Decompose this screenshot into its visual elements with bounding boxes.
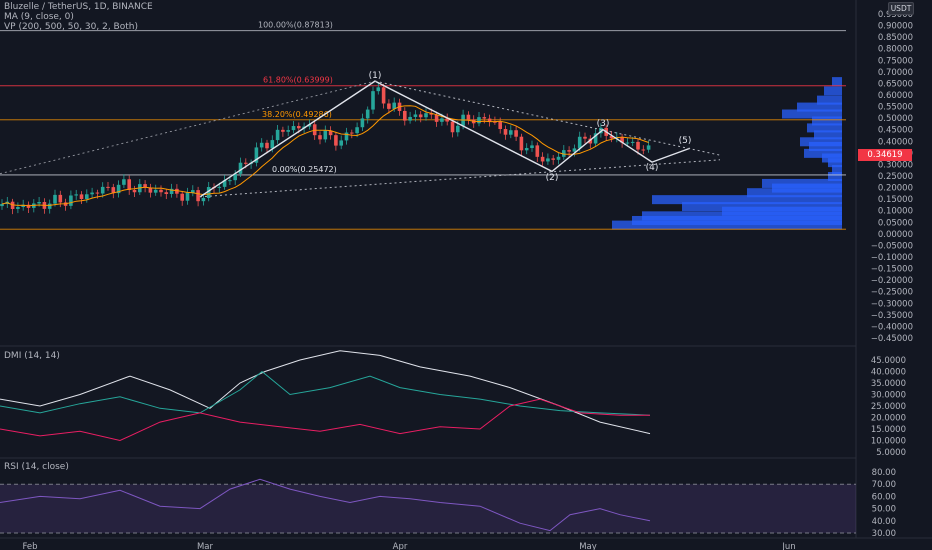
wave-label: (5) — [679, 136, 692, 146]
fib-label: 61.80%(0.63999) — [263, 76, 333, 85]
rsi-tick: 70.00 — [872, 480, 896, 490]
price-tick: 0.55000 — [878, 103, 913, 113]
price-tick: 0.10000 — [878, 207, 913, 217]
price-tick: −0.40000 — [871, 322, 913, 332]
price-tick: 0.60000 — [878, 91, 913, 101]
price-tick: 0.75000 — [878, 56, 913, 66]
dmi-tick: 40.0000 — [871, 368, 906, 378]
price-tick: −0.05000 — [871, 241, 913, 251]
wave-label: (3) — [597, 119, 610, 129]
rsi-tick: 60.00 — [872, 492, 896, 502]
price-tick: 0.85000 — [878, 33, 913, 43]
volume-profile — [612, 77, 842, 230]
price-tick: 0.05000 — [878, 218, 913, 228]
ma-legend[interactable]: MA (9, close, 0) — [4, 12, 74, 22]
price-tick: −0.10000 — [871, 253, 913, 263]
dmi-tick: 45.0000 — [871, 356, 906, 366]
dmi-legend: DMI (14, 14) — [4, 351, 60, 361]
price-tick: 0.15000 — [878, 195, 913, 205]
price-tick: 0.95000 — [878, 10, 913, 20]
rsi-tick: 40.00 — [872, 517, 896, 527]
dmi-tick: 20.0000 — [871, 414, 906, 424]
rsi-title[interactable]: RSI (14, close) — [4, 462, 69, 472]
price-tick: 0.70000 — [878, 68, 913, 78]
price-tick: −0.30000 — [871, 299, 913, 309]
time-axis[interactable]: Feb Mar Apr May Jun — [22, 542, 795, 550]
wave-label: (4) — [646, 163, 659, 173]
rsi-tick: 30.00 — [872, 529, 896, 539]
price-tick: −0.45000 — [871, 334, 913, 344]
moving-average-line — [1, 105, 649, 207]
price-tick: 0.00000 — [878, 230, 913, 240]
fib-label: 38.20%(0.49286) — [262, 110, 332, 119]
dmi-tick: 35.0000 — [871, 379, 906, 389]
rsi-tick: 50.00 — [872, 505, 896, 515]
dmi-tick: 15.0000 — [871, 425, 906, 435]
fib-label: 0.00%(0.25472) — [272, 165, 337, 174]
time-tick: Feb — [22, 542, 37, 550]
rsi-legend: RSI (14, close) — [4, 462, 69, 472]
price-tick: 0.25000 — [878, 172, 913, 182]
price-tick: 0.90000 — [878, 22, 913, 32]
rsi-pane — [0, 478, 856, 534]
price-tick: 0.40000 — [878, 137, 913, 147]
dmi-tick: 25.0000 — [871, 402, 906, 412]
dmi-tick: 5.0000 — [876, 448, 906, 458]
dmi-tick: 10.0000 — [871, 437, 906, 447]
rsi-tick: 80.00 — [872, 468, 896, 478]
time-tick: Apr — [393, 542, 408, 550]
price-tick: −0.25000 — [871, 288, 913, 298]
time-tick: May — [579, 542, 597, 550]
wave-label: (2) — [546, 173, 559, 183]
candlestick-series — [0, 82, 651, 215]
fib-label: 100.00%(0.87813) — [258, 21, 333, 30]
dmi-title[interactable]: DMI (14, 14) — [4, 351, 60, 361]
dmi-pane — [0, 350, 651, 442]
main-legend: Bluzelle / TetherUS, 1D, BINANCE MA (9, … — [4, 2, 153, 32]
vp-legend[interactable]: VP (200, 500, 50, 30, 2, Both) — [4, 22, 138, 32]
price-tick: 0.20000 — [878, 184, 913, 194]
price-tick: 0.30000 — [878, 160, 913, 170]
price-tick: −0.20000 — [871, 276, 913, 286]
fibonacci-retracement[interactable]: 100.00%(0.87813) 61.80%(0.63999) 38.20%(0.… — [0, 21, 846, 230]
price-tick: −0.35000 — [871, 311, 913, 321]
currency-badge[interactable]: USDT — [888, 2, 914, 15]
last-price-tag: 0.34619 — [858, 149, 912, 161]
elliott-wave[interactable]: (1) (2) (3) (4) (5) — [199, 71, 721, 198]
wave-label: (1) — [369, 71, 382, 81]
price-tick: 0.45000 — [878, 126, 913, 136]
symbol-title[interactable]: Bluzelle / TetherUS, 1D, BINANCE — [4, 2, 153, 12]
price-tick: −0.15000 — [871, 265, 913, 275]
price-tick: 0.50000 — [878, 114, 913, 124]
price-tick: 0.65000 — [878, 79, 913, 89]
time-tick: Mar — [197, 542, 214, 550]
dmi-tick: 30.0000 — [871, 391, 906, 401]
time-tick: Jun — [781, 542, 795, 550]
price-tick: 0.80000 — [878, 45, 913, 55]
